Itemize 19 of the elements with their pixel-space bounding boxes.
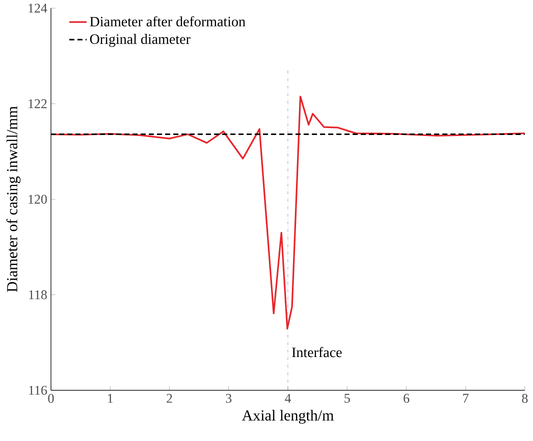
y-tick-label: 124 xyxy=(28,4,48,12)
x-tick-label: 8 xyxy=(522,394,528,403)
x-tick-label: 4 xyxy=(284,394,292,403)
x-tick-label: 6 xyxy=(404,394,410,403)
x-tick-label: 7 xyxy=(463,394,469,402)
x-tick-label: 0 xyxy=(48,394,54,403)
legend-label: Diameter after deformation xyxy=(90,16,246,26)
x-tick-label: 3 xyxy=(226,394,232,403)
x-tick-label: 2 xyxy=(166,394,172,403)
y-axis-title: Diameter of casing inwall/mm xyxy=(6,106,20,292)
y-tick-label: 116 xyxy=(29,386,47,395)
y-tick-label: 120 xyxy=(28,194,47,204)
x-tick-label: 5 xyxy=(344,394,350,403)
legend-label: Original diameter xyxy=(90,34,190,47)
y-tick-label: 122 xyxy=(28,99,47,108)
x-axis-title: Axial length/m xyxy=(242,410,334,424)
ref-line-label: Interface xyxy=(292,346,342,358)
x-tick-label: 1 xyxy=(108,394,113,403)
y-tick-label: 118 xyxy=(29,290,47,300)
